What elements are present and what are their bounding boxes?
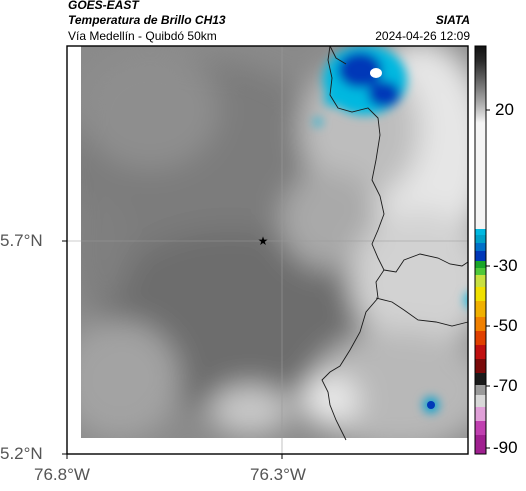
- colorbar-tick-label: -90: [493, 438, 518, 457]
- lat-tick-label: 5.7°N: [0, 231, 43, 250]
- lon-tick-label: 76.8°W: [34, 465, 90, 484]
- lon-tick-label: 76.3°W: [250, 465, 306, 484]
- satellite-imagery: [67, 46, 468, 454]
- colorbar: [474, 45, 490, 455]
- colorbar-tick-label: -30: [493, 256, 518, 275]
- star-marker-icon: ★: [258, 234, 269, 248]
- boundary-lines: [321, 45, 469, 441]
- colorbar-tick-label: -70: [493, 376, 518, 395]
- map-gridlines: [67, 46, 468, 454]
- product-title: Temperatura de Brillo CH13: [68, 13, 226, 27]
- datetime-label: 2024-04-26 12:09: [375, 29, 470, 43]
- map-frame: [66, 45, 469, 455]
- agency-label: SIATA: [435, 13, 470, 27]
- colorbar-tick-label: 20: [495, 100, 514, 119]
- lat-tick-label: 5.2°N: [0, 444, 43, 463]
- region-subtitle: Vía Medellín - Quibdó 50km: [68, 29, 217, 43]
- satellite-title: GOES-EAST: [68, 0, 139, 12]
- colorbar-tick-label: -50: [493, 316, 518, 335]
